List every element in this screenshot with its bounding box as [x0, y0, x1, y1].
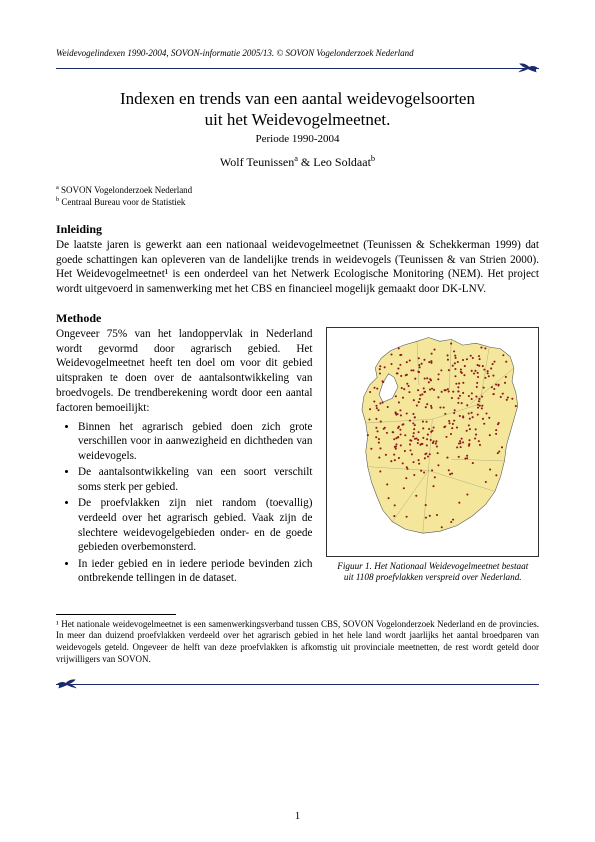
- paragraph-methode-intro: Ongeveer 75% van het landoppervlak in Ne…: [56, 327, 312, 416]
- author-amp: &: [298, 155, 313, 169]
- author-b: Leo Soldaat: [313, 155, 371, 169]
- authors-line: Wolf Teunissena & Leo Soldaatb: [56, 155, 539, 170]
- bird-ornament-icon: [56, 677, 78, 691]
- bullet-item: Binnen het agrarisch gebied doen zich gr…: [78, 420, 312, 464]
- bullet-item: De proefvlakken zijn niet random (toeval…: [78, 496, 312, 554]
- paragraph-inleiding: De laatste jaren is gewerkt aan een nati…: [56, 238, 539, 297]
- affil-b: Centraal Bureau voor de Statistiek: [61, 197, 185, 207]
- title-line-2: uit het Weidevogelmeetnet.: [205, 110, 391, 129]
- section-heading-inleiding: Inleiding: [56, 222, 539, 237]
- author-a: Wolf Teunissen: [220, 155, 294, 169]
- bird-ornament-icon: [517, 61, 539, 75]
- affil-a: SOVON Vogelonderzoek Nederland: [61, 185, 192, 195]
- bullet-item: De aantalsontwikkeling van een soort ver…: [78, 465, 312, 494]
- figure-caption: Figuur 1. Het Nationaal Weidevogelmeetne…: [326, 561, 539, 584]
- page-number: 1: [0, 810, 595, 822]
- affiliations: a SOVON Vogelonderzoek Nederland b Centr…: [56, 184, 539, 208]
- author-b-sup: b: [371, 154, 375, 163]
- top-rule: [56, 62, 539, 76]
- footnote-rule: [56, 614, 176, 615]
- footnote-text: ¹ Het nationale weidevogelmeetnet is een…: [56, 619, 539, 666]
- document-title: Indexen en trends van een aantal weidevo…: [56, 88, 539, 131]
- figure-column: Figuur 1. Het Nationaal Weidevogelmeetne…: [326, 327, 539, 584]
- figure-map: [326, 327, 539, 557]
- bullet-item: In ieder gebied en in iedere periode bev…: [78, 557, 312, 586]
- methode-two-column: Ongeveer 75% van het landoppervlak in Ne…: [56, 327, 539, 588]
- title-line-1: Indexen en trends van een aantal weidevo…: [120, 89, 475, 108]
- bottom-rule: [56, 678, 539, 692]
- methode-bullet-list: Binnen het agrarisch gebied doen zich gr…: [56, 420, 312, 586]
- document-subtitle: Periode 1990-2004: [56, 133, 539, 145]
- section-heading-methode: Methode: [56, 311, 539, 326]
- netherlands-map-svg: [327, 328, 538, 556]
- methode-text-column: Ongeveer 75% van het landoppervlak in Ne…: [56, 327, 312, 588]
- running-header: Weidevogelindexen 1990-2004, SOVON-infor…: [56, 48, 539, 58]
- affil-a-sup: a: [56, 184, 59, 191]
- affil-b-sup: b: [56, 196, 59, 203]
